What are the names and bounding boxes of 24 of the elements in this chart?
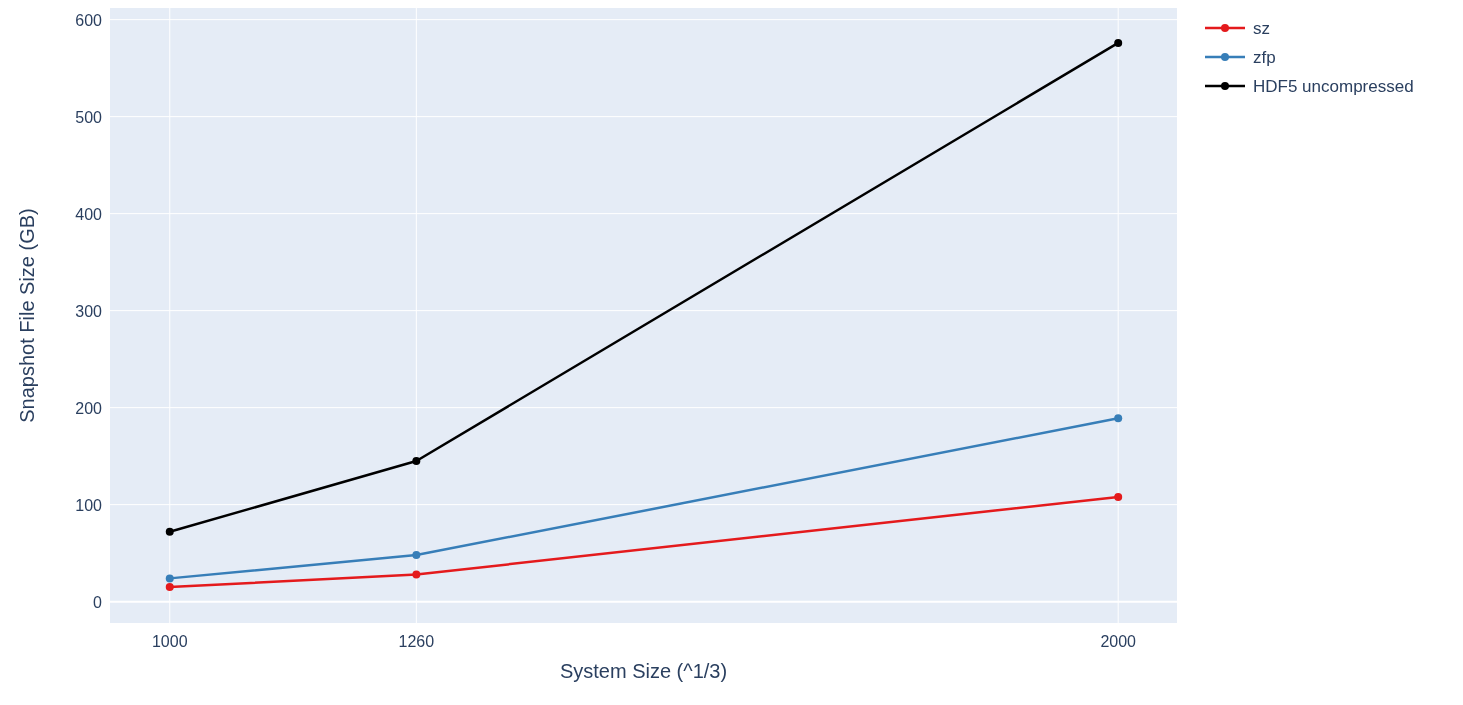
legend-label: sz <box>1253 19 1270 38</box>
y-axis-title: Snapshot File Size (GB) <box>16 208 38 423</box>
point <box>1114 492 1123 501</box>
x-tick-label: 2000 <box>1100 633 1137 650</box>
x-tick-label: 1260 <box>398 633 435 650</box>
point <box>412 570 421 579</box>
point <box>1114 414 1123 423</box>
y-tick-label: 300 <box>75 302 103 320</box>
y-tick-label: 500 <box>75 108 103 126</box>
point <box>165 527 174 536</box>
legend-label: zfp <box>1253 48 1276 67</box>
legend-label: HDF5 uncompressed <box>1253 77 1414 96</box>
y-tick-label: 400 <box>75 205 103 223</box>
x-tick-label: 1000 <box>151 633 188 650</box>
point <box>165 583 174 592</box>
point <box>412 551 421 560</box>
y-tick-label: 100 <box>75 496 103 514</box>
y-tick-label: 0 <box>93 593 103 611</box>
point <box>1114 38 1123 47</box>
x-axis-title: System Size (^1/3) <box>559 660 728 682</box>
point <box>412 457 421 466</box>
point <box>165 574 174 583</box>
y-tick-label: 600 <box>75 11 103 29</box>
y-tick-label: 200 <box>75 399 103 417</box>
